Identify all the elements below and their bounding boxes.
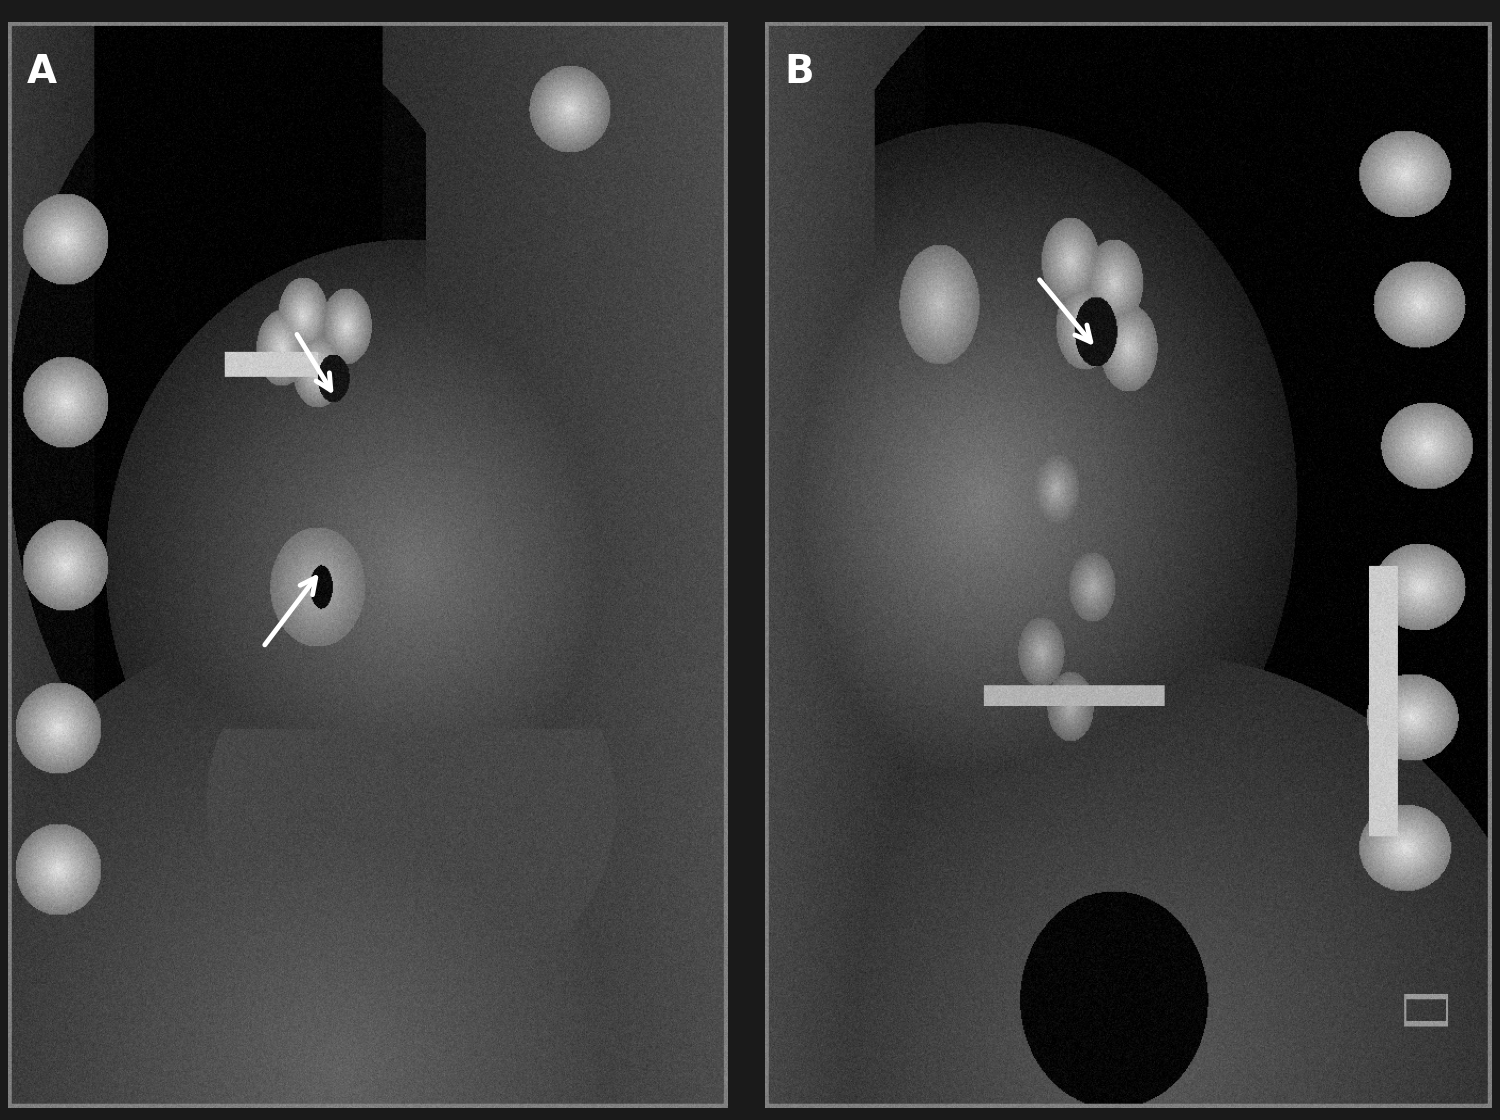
Text: B: B bbox=[784, 53, 814, 91]
Text: A: A bbox=[27, 53, 57, 91]
